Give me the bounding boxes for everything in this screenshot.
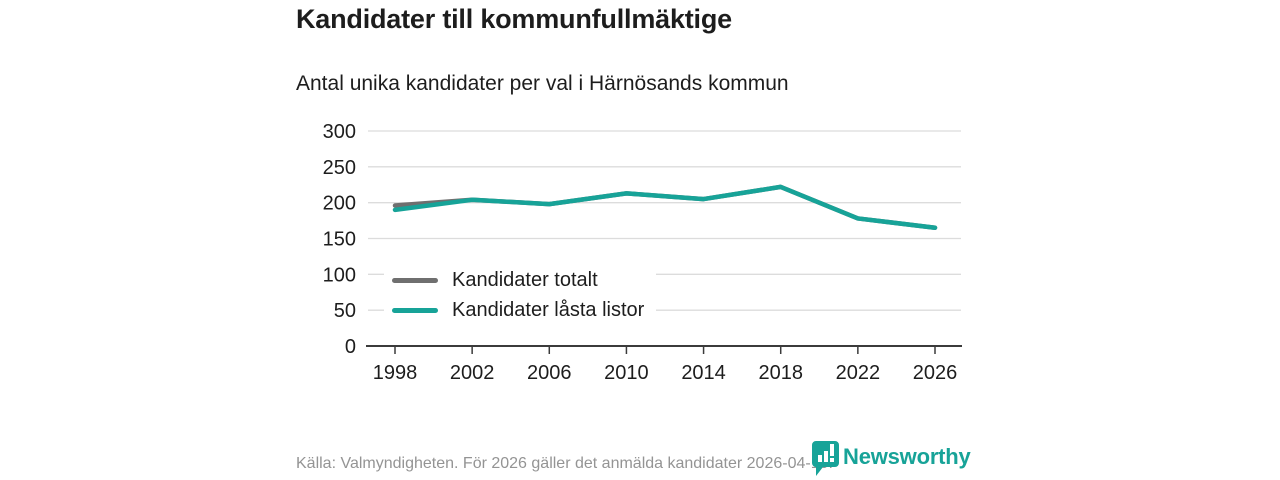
y-tick-label: 0 xyxy=(345,336,356,358)
series-line xyxy=(392,184,938,230)
legend-item-total: Kandidater totalt xyxy=(392,265,644,295)
x-tick-label: 1998 xyxy=(373,362,418,384)
legend-item-locked-lists: Kandidater låsta listor xyxy=(392,295,644,325)
source-note: Källa: Valmyndigheten. För 2026 gäller d… xyxy=(296,455,833,472)
newsworthy-logo: Newsworthy xyxy=(811,440,971,478)
x-tick-label: 2026 xyxy=(913,362,958,384)
chart-subtitle: Antal unika kandidater per val i Härnösa… xyxy=(296,72,789,95)
x-tick-label: 2010 xyxy=(604,362,649,384)
x-tick-label: 2014 xyxy=(681,362,726,384)
series-line xyxy=(392,184,938,230)
newsworthy-wordmark: Newsworthy xyxy=(843,444,971,469)
y-tick-label: 300 xyxy=(323,121,356,143)
y-tick-label: 250 xyxy=(323,157,356,179)
legend: Kandidater totalt Kandidater låsta listo… xyxy=(384,263,657,327)
x-tick-label: 2002 xyxy=(450,362,495,384)
y-tick-label: 200 xyxy=(323,193,356,215)
x-tick-label: 2006 xyxy=(527,362,572,384)
legend-swatch-locked-lists xyxy=(392,307,438,313)
bar-chart-pin-icon xyxy=(812,441,839,476)
x-tick-label: 2022 xyxy=(836,362,881,384)
chart-title: Kandidater till kommunfullmäktige xyxy=(296,4,732,34)
y-tick-label: 50 xyxy=(334,300,356,322)
x-tick-label: 2018 xyxy=(758,362,803,384)
y-tick-label: 100 xyxy=(323,264,356,286)
y-tick-label: 150 xyxy=(323,229,356,251)
legend-label: Kandidater totalt xyxy=(452,268,598,291)
legend-swatch-total xyxy=(392,277,438,283)
legend-label: Kandidater låsta listor xyxy=(452,298,645,321)
